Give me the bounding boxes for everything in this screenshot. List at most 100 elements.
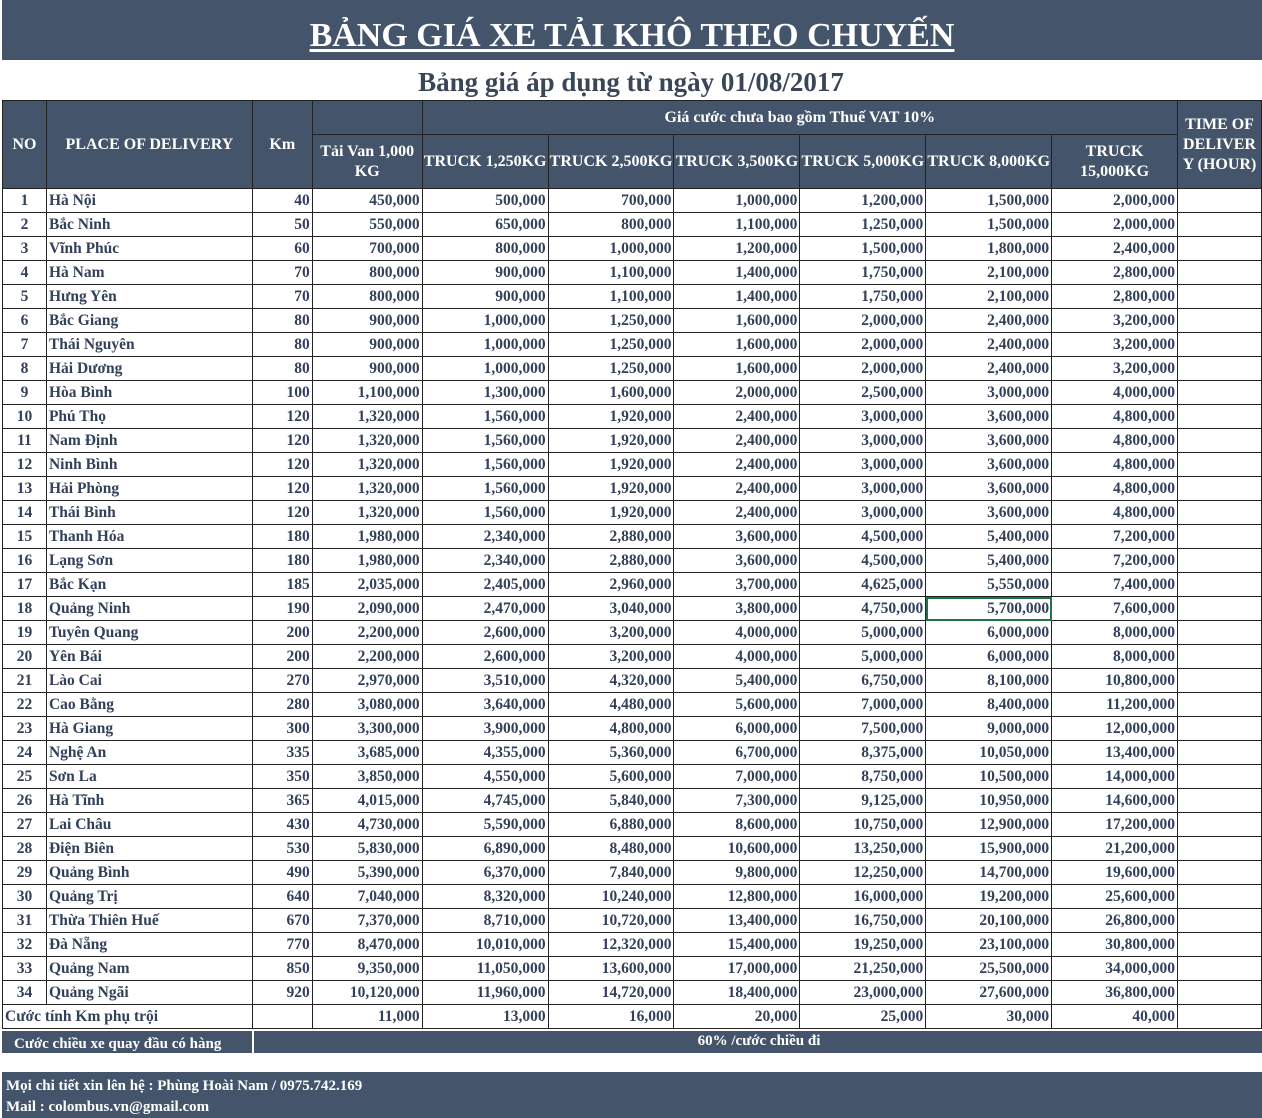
price-cell[interactable]: 8,375,000: [799, 740, 927, 765]
price-cell[interactable]: 4,730,000: [311, 812, 423, 837]
price-cell[interactable]: 3,000,000: [799, 476, 927, 501]
km-value[interactable]: 365: [251, 788, 313, 813]
time-cell[interactable]: [1177, 812, 1262, 837]
return-trip-label[interactable]: Cước chiều xe quay đầu có hàng: [14, 1036, 222, 1052]
price-cell[interactable]: 1,250,000: [547, 308, 675, 333]
km-value[interactable]: 770: [251, 932, 313, 957]
price-cell[interactable]: 4,800,000: [1051, 500, 1179, 525]
price-cell[interactable]: 34,000,000: [1051, 956, 1179, 981]
time-cell[interactable]: [1177, 740, 1262, 765]
price-cell[interactable]: 8,400,000: [925, 692, 1053, 717]
return-trip-value[interactable]: 60% /cước chiều đi: [697, 1033, 821, 1049]
km-value[interactable]: 850: [251, 956, 313, 981]
time-cell[interactable]: [1177, 284, 1262, 309]
price-cell[interactable]: 2,000,000: [1051, 212, 1179, 237]
price-cell[interactable]: 7,000,000: [799, 692, 927, 717]
price-cell[interactable]: 10,950,000: [925, 788, 1053, 813]
price-cell[interactable]: 1,500,000: [925, 212, 1053, 237]
km-value[interactable]: 120: [251, 452, 313, 477]
place-name[interactable]: Quảng Nam: [45, 956, 253, 981]
price-cell[interactable]: 4,800,000: [547, 716, 675, 741]
price-cell[interactable]: 1,320,000: [311, 428, 423, 453]
price-cell[interactable]: 7,400,000: [1051, 572, 1179, 597]
price-cell[interactable]: 1,100,000: [547, 284, 675, 309]
price-cell[interactable]: 11,200,000: [1051, 692, 1179, 717]
km-value[interactable]: 670: [251, 908, 313, 933]
price-cell[interactable]: 7,200,000: [1051, 524, 1179, 549]
time-cell[interactable]: [1177, 716, 1262, 741]
row-number[interactable]: 11: [2, 428, 47, 453]
price-cell[interactable]: 1,800,000: [925, 236, 1053, 261]
price-cell[interactable]: 2,100,000: [925, 260, 1053, 285]
place-name[interactable]: Hòa Bình: [45, 380, 253, 405]
row-number[interactable]: 24: [2, 740, 47, 765]
price-cell[interactable]: 2,000,000: [799, 356, 927, 381]
price-cell[interactable]: 1,600,000: [547, 380, 675, 405]
price-cell[interactable]: 1,920,000: [547, 428, 675, 453]
price-cell[interactable]: 4,745,000: [421, 788, 549, 813]
time-cell[interactable]: [1177, 260, 1262, 285]
header-price-group[interactable]: Giá cước chưa bao gồm Thuế VAT 10%: [421, 100, 1179, 135]
price-cell[interactable]: 7,200,000: [1051, 548, 1179, 573]
price-cell[interactable]: 10,600,000: [673, 836, 801, 861]
row-number[interactable]: 3: [2, 236, 47, 261]
row-number[interactable]: 2: [2, 212, 47, 237]
header-vehicle[interactable]: TRUCK 2,500KG: [547, 134, 675, 189]
time-cell[interactable]: [1177, 884, 1262, 909]
contact-line[interactable]: Mọi chi tiết xin lên hệ : Phùng Hoài Nam…: [6, 1078, 363, 1094]
time-cell[interactable]: [1177, 932, 1262, 957]
price-cell[interactable]: 7,300,000: [673, 788, 801, 813]
price-cell[interactable]: 2,400,000: [925, 356, 1053, 381]
price-cell[interactable]: 2,400,000: [925, 308, 1053, 333]
price-cell[interactable]: 1,980,000: [311, 524, 423, 549]
time-cell[interactable]: [1177, 428, 1262, 453]
place-name[interactable]: Cao Bằng: [45, 692, 253, 717]
row-number[interactable]: 5: [2, 284, 47, 309]
price-cell[interactable]: 2,970,000: [311, 668, 423, 693]
price-cell[interactable]: 14,600,000: [1051, 788, 1179, 813]
price-cell[interactable]: 900,000: [311, 332, 423, 357]
price-cell[interactable]: 10,010,000: [421, 932, 549, 957]
place-name[interactable]: Đà Nẵng: [45, 932, 253, 957]
price-cell[interactable]: 1,600,000: [673, 308, 801, 333]
price-cell[interactable]: 1,560,000: [421, 476, 549, 501]
time-cell[interactable]: [1177, 596, 1262, 621]
price-cell[interactable]: 3,000,000: [799, 500, 927, 525]
time-cell[interactable]: [1177, 188, 1262, 213]
cell[interactable]: 13,000: [421, 1004, 549, 1029]
price-cell[interactable]: 21,200,000: [1051, 836, 1179, 861]
header-place[interactable]: PLACE OF DELIVERY: [45, 100, 253, 189]
price-cell[interactable]: 1,920,000: [547, 452, 675, 477]
price-cell[interactable]: 3,700,000: [673, 572, 801, 597]
price-cell[interactable]: 1,000,000: [421, 308, 549, 333]
km-value[interactable]: 200: [251, 644, 313, 669]
price-cell[interactable]: 3,600,000: [925, 404, 1053, 429]
time-cell[interactable]: [1177, 836, 1262, 861]
row-number[interactable]: 21: [2, 668, 47, 693]
price-cell[interactable]: 900,000: [311, 308, 423, 333]
time-cell[interactable]: [1177, 692, 1262, 717]
price-cell[interactable]: 5,600,000: [547, 764, 675, 789]
price-cell[interactable]: 10,750,000: [799, 812, 927, 837]
price-cell[interactable]: 8,000,000: [1051, 644, 1179, 669]
price-cell[interactable]: 2,880,000: [547, 548, 675, 573]
price-cell[interactable]: 8,710,000: [421, 908, 549, 933]
price-cell[interactable]: 6,370,000: [421, 860, 549, 885]
price-cell[interactable]: 6,890,000: [421, 836, 549, 861]
price-cell[interactable]: 8,480,000: [547, 836, 675, 861]
price-cell[interactable]: 15,900,000: [925, 836, 1053, 861]
price-cell[interactable]: 800,000: [421, 236, 549, 261]
price-cell[interactable]: 5,000,000: [799, 644, 927, 669]
price-cell[interactable]: 5,400,000: [925, 524, 1053, 549]
km-value[interactable]: 350: [251, 764, 313, 789]
time-cell[interactable]: [1177, 860, 1262, 885]
row-number[interactable]: 6: [2, 308, 47, 333]
place-name[interactable]: Sơn La: [45, 764, 253, 789]
row-number[interactable]: 14: [2, 500, 47, 525]
price-cell[interactable]: 20,100,000: [925, 908, 1053, 933]
price-cell[interactable]: 16,750,000: [799, 908, 927, 933]
row-number[interactable]: 8: [2, 356, 47, 381]
price-cell[interactable]: 6,880,000: [547, 812, 675, 837]
price-cell[interactable]: 3,600,000: [673, 524, 801, 549]
row-number[interactable]: 34: [2, 980, 47, 1005]
